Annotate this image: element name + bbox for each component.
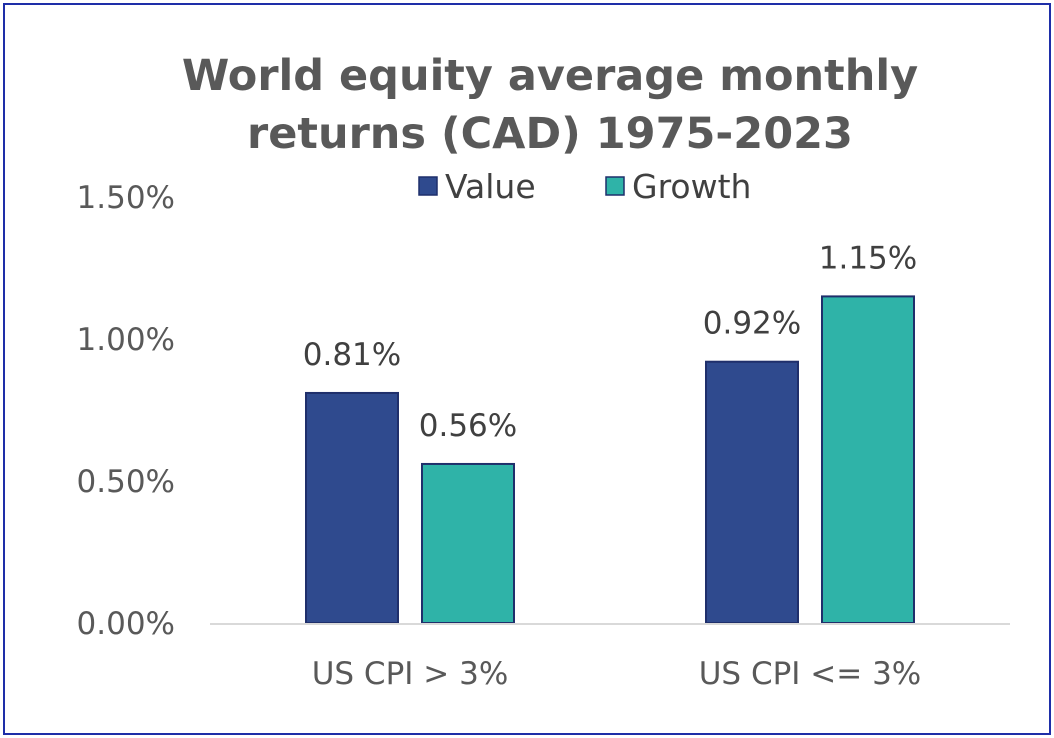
chart-title-line-1: World equity average monthly [182, 51, 918, 101]
bars: 0.81% 0.56% 0.92% 1.15% [303, 240, 917, 624]
data-label: 0.92% [703, 306, 801, 342]
bar-chart: World equity average monthly returns (CA… [77, 51, 1010, 692]
legend-swatch-value [418, 176, 438, 196]
bar-growth-0 [421, 462, 515, 624]
legend: Value Growth [418, 167, 751, 206]
y-tick-label: 0.50% [77, 464, 175, 500]
data-label: 0.81% [303, 337, 401, 373]
y-axis: 0.00% 0.50% 1.00% 1.50% [77, 180, 175, 642]
chart-title: World equity average monthly returns (CA… [182, 51, 918, 159]
bar-value-1 [705, 360, 799, 624]
data-label: 1.15% [819, 240, 917, 276]
legend-swatch-growth [605, 176, 625, 196]
x-category-label: US CPI <= 3% [699, 656, 922, 692]
bar-growth-1 [821, 295, 915, 624]
bar-value-0 [305, 391, 399, 624]
legend-label-growth: Growth [632, 167, 751, 206]
legend-label-value: Value [445, 167, 536, 206]
y-tick-label: 0.00% [77, 606, 175, 642]
data-label: 0.56% [419, 408, 517, 444]
x-axis: US CPI > 3% US CPI <= 3% [210, 623, 1010, 692]
x-category-label: US CPI > 3% [312, 656, 509, 692]
chart-title-line-2: returns (CAD) 1975-2023 [247, 109, 853, 159]
y-tick-label: 1.50% [77, 180, 175, 216]
chart-frame: World equity average monthly returns (CA… [3, 3, 1051, 735]
y-tick-label: 1.00% [77, 322, 175, 358]
